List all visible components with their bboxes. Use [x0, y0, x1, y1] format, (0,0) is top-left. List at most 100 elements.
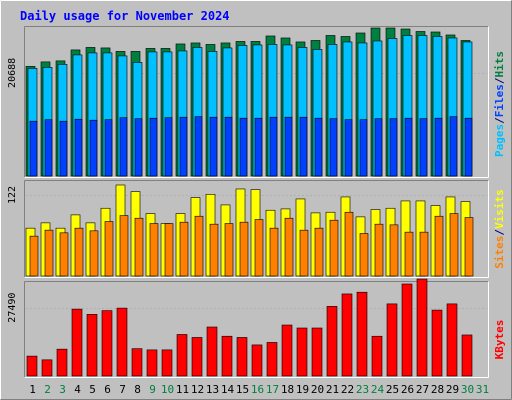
pages-bar-day-17: [269, 116, 278, 177]
pages-bar-day-19: [299, 116, 308, 177]
sites-bar-day-18: [284, 217, 294, 277]
pages-bar-day-12: [194, 116, 203, 177]
x-tick-day-15: 15: [236, 383, 249, 396]
kbytes-bar-day-9: [146, 349, 158, 377]
pages-bar-day-30: [464, 117, 473, 177]
sites-bar-day-26: [404, 231, 414, 277]
chart-title: Daily usage for November 2024: [20, 9, 230, 23]
sites-bar-day-25: [389, 224, 399, 277]
kbytes-bar-day-24: [371, 335, 383, 377]
sites-bar-day-3: [59, 232, 69, 277]
legend-part-2: Files: [493, 84, 506, 117]
kbytes-bar-day-12: [191, 337, 203, 377]
pages-bar-day-6: [104, 119, 113, 177]
legend-part-0: Pages: [493, 124, 506, 157]
pages-bar-day-4: [74, 118, 83, 177]
sites-bar-day-11: [179, 221, 189, 277]
pages-bar-day-8: [134, 118, 143, 177]
sites-bar-day-10: [164, 223, 174, 277]
x-tick-day-18: 18: [281, 383, 294, 396]
x-tick-day-13: 13: [206, 383, 219, 396]
x-tick-day-4: 4: [74, 383, 81, 396]
sites-bar-day-1: [29, 235, 39, 277]
x-tick-day-20: 20: [311, 383, 324, 396]
kbytes-bar-day-25: [386, 303, 398, 377]
pages-bar-day-27: [419, 118, 428, 177]
pages-bar-day-22: [344, 119, 353, 177]
sites-bar-day-6: [104, 221, 114, 277]
x-tick-day-1: 1: [29, 383, 36, 396]
pages-bar-day-14: [224, 116, 233, 177]
pages-bar-day-7: [119, 117, 128, 177]
pages-bar-day-18: [284, 116, 293, 177]
sites-bar-day-21: [329, 219, 339, 277]
kbytes-bar-day-11: [176, 334, 188, 377]
kbytes-bar-day-28: [431, 309, 443, 377]
kbytes-bar-day-3: [56, 348, 68, 377]
hits-scale-label: 20688: [7, 58, 18, 88]
sites-bar-day-12: [194, 215, 204, 277]
x-tick-day-16: 16: [251, 383, 264, 396]
pages-bar-day-24: [374, 118, 383, 177]
sites-bar-day-30: [464, 217, 474, 277]
pages-bar-day-9: [149, 117, 158, 177]
kbytes-bar-day-1: [26, 355, 38, 377]
kbytes-bar-day-20: [311, 327, 323, 377]
kbytes-bar-day-5: [86, 314, 98, 377]
pages-bar-day-23: [359, 119, 368, 177]
sites-bar-day-5: [89, 230, 99, 277]
kbytes-bar-day-19: [296, 327, 308, 377]
pages-bar-day-13: [209, 116, 218, 177]
x-tick-day-23: 23: [356, 383, 369, 396]
pages-bar-day-28: [434, 117, 443, 177]
sites-bar-day-27: [419, 231, 429, 277]
kbytes-bar-day-13: [206, 326, 218, 377]
sites-bar-day-28: [434, 215, 444, 277]
sites-bar-day-23: [359, 233, 369, 277]
sites-bar-day-19: [299, 229, 309, 277]
kbytes-bar-day-26: [401, 283, 413, 377]
legend-part-4: Hits: [493, 51, 506, 78]
x-tick-day-21: 21: [326, 383, 339, 396]
pages-bar-day-2: [44, 119, 53, 177]
x-tick-day-31: 31: [476, 383, 489, 396]
sites-bar-day-7: [119, 215, 129, 277]
pages-bar-day-11: [179, 116, 188, 177]
x-tick-day-24: 24: [371, 383, 385, 396]
sites-bar-day-17: [269, 227, 279, 277]
pages-bar-day-26: [404, 117, 413, 177]
sites-bar-day-2: [44, 229, 54, 277]
x-tick-day-25: 25: [386, 383, 399, 396]
pages-bar-day-20: [314, 117, 323, 177]
kbytes-scale-label: 27490: [7, 293, 18, 323]
sites-bar-day-29: [449, 213, 459, 277]
pages-bar-day-15: [239, 117, 248, 177]
sites-bar-day-22: [344, 211, 354, 277]
pages-bar-day-5: [89, 119, 98, 177]
kbytes-bar-day-30: [461, 334, 473, 377]
sites-bar-day-15: [239, 221, 249, 277]
visits-scale-label: 122: [7, 186, 18, 204]
x-tick-day-28: 28: [431, 383, 444, 396]
kbytes-bar-day-2: [41, 359, 53, 377]
kbytes-bar-day-8: [131, 348, 143, 377]
sites-bar-day-4: [74, 227, 84, 277]
x-tick-day-22: 22: [341, 383, 354, 396]
x-tick-day-10: 10: [161, 383, 174, 396]
x-tick-day-2: 2: [44, 383, 51, 396]
kbytes-bar-day-6: [101, 310, 113, 377]
legend-part-vs-1: /: [493, 229, 506, 236]
x-tick-day-7: 7: [119, 383, 126, 396]
legend-part-vs-0: Sites: [493, 236, 506, 269]
pages-bar-day-29: [449, 116, 458, 177]
x-tick-day-17: 17: [266, 383, 279, 396]
legend-hits-files-pages: Pages/Files/Hits: [493, 51, 506, 157]
x-tick-day-12: 12: [191, 383, 204, 396]
x-tick-day-30: 30: [461, 383, 474, 396]
kbytes-bar-day-16: [251, 344, 263, 377]
legend-part-3: /: [493, 77, 506, 84]
sites-bar-day-20: [314, 227, 324, 277]
kbytes-bar-day-14: [221, 335, 233, 377]
